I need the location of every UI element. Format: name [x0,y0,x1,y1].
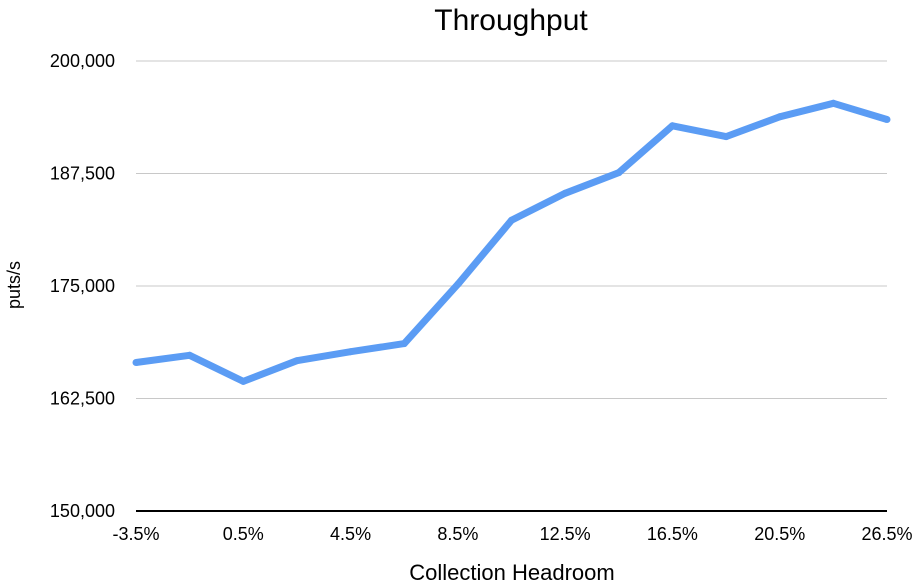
y-axis-label: puts/s [4,261,24,309]
y-tick-label: 175,000 [50,276,115,296]
data-point [454,280,462,288]
x-tick-label: 26.5% [861,524,912,544]
data-point [722,133,730,141]
data-point [132,359,140,366]
data-point [561,189,569,197]
x-axis-ticks: -3.5% 0.5% 4.5% 8.5% 12.5% 16.5% 20.5% 26.5% [112,524,912,544]
data-point [293,357,301,365]
data-point [776,113,784,121]
chart-title: Throughput [434,4,588,37]
x-tick-label: 8.5% [437,524,478,544]
x-tick-label: -3.5% [112,524,159,544]
data-point [347,348,355,356]
data-point [829,99,837,107]
y-tick-label: 187,500 [50,164,115,184]
data-point [400,340,408,348]
series-line [135,99,889,385]
x-tick-label: 20.5% [754,524,805,544]
data-point [883,116,891,123]
x-tick-label: 4.5% [330,524,371,544]
series-group [132,99,891,385]
x-axis-label: Collection Headroom [409,560,614,585]
data-point [668,122,676,130]
y-tick-label: 200,000 [50,51,115,71]
y-tick-label: 150,000 [50,501,115,521]
y-tick-label: 162,500 [50,389,115,409]
y-axis-ticks: 200,000 187,500 175,000 162,500 150,000 [50,51,115,521]
data-point [239,377,247,385]
x-tick-label: 0.5% [223,524,264,544]
data-point [615,169,623,177]
x-tick-label: 16.5% [647,524,698,544]
data-point [186,351,194,359]
data-point [508,216,515,224]
y-gridlines [136,60,887,512]
x-tick-label: 12.5% [540,524,591,544]
